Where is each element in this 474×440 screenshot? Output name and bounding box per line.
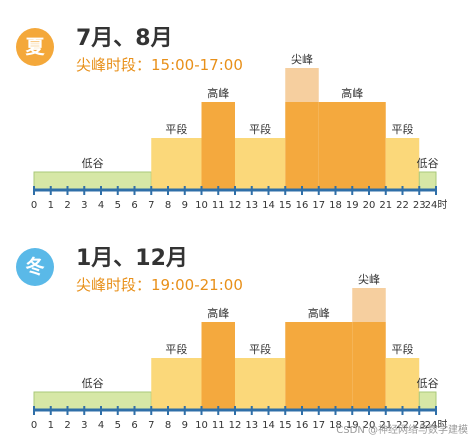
bar-label-1: 平段 xyxy=(165,122,187,136)
x-tick-label-3: 3 xyxy=(81,200,87,211)
x-tick-label-19: 19 xyxy=(346,420,359,431)
bar-label-5: 高峰 xyxy=(341,86,363,100)
bar-label-6: 平段 xyxy=(392,122,414,136)
bar-segment-1 xyxy=(151,138,202,190)
x-tick-label-17: 17 xyxy=(312,200,325,211)
x-tick-label-7: 7 xyxy=(148,200,154,211)
x-tick-label-6: 6 xyxy=(131,420,137,431)
bar-label-0: 低谷 xyxy=(82,377,104,390)
x-tick-label-11: 11 xyxy=(212,420,225,431)
winter-months-title: 1月、12月 xyxy=(76,246,188,271)
x-tick-label-11: 11 xyxy=(212,200,225,211)
watermark: CSDN @神经网络与数学建模 xyxy=(336,425,468,436)
bar-segment-6 xyxy=(385,138,420,190)
x-tick-label-13: 13 xyxy=(245,420,258,431)
x-tick-label-0: 0 xyxy=(31,420,37,431)
x-tick-label-9: 9 xyxy=(182,420,188,431)
x-tick-label-23: 23 xyxy=(413,420,426,431)
bar-segment-4 xyxy=(285,322,353,410)
bar-segment-7 xyxy=(418,171,437,191)
x-tick-label-13: 13 xyxy=(245,200,258,211)
bar-label-6: 平段 xyxy=(392,342,414,356)
summer-months-title: 7月、8月 xyxy=(76,26,173,51)
x-tick-label-4: 4 xyxy=(98,420,104,431)
bar-label-2: 高峰 xyxy=(207,306,229,320)
bar-label-7: 低谷 xyxy=(417,377,439,390)
bar-segment-3 xyxy=(235,138,286,190)
x-tick-label-0: 0 xyxy=(31,200,37,211)
x-tick-label-17: 17 xyxy=(312,420,325,431)
x-tick-label-10: 10 xyxy=(195,200,208,211)
bar-segment-7 xyxy=(418,391,437,411)
summer-panel: 夏 7月、8月 尖峰时段：15:00-17:00 低谷 平段 高峰平段 尖峰高峰平段低… xyxy=(16,26,448,211)
x-tick-label-16: 16 xyxy=(296,420,309,431)
bar-segment-6 xyxy=(385,358,420,410)
x-tick-label-7: 7 xyxy=(148,420,154,431)
winter-badge: 冬 xyxy=(16,248,54,286)
bar-label-4: 尖峰 xyxy=(291,53,313,66)
bar-label-1: 平段 xyxy=(165,342,187,356)
x-tick-label-23: 23 xyxy=(413,200,426,211)
x-tick-label-4: 4 xyxy=(98,200,104,211)
winter-peak-period-label: 尖峰时段：19:00-21:00 xyxy=(76,276,243,294)
bar-label-5: 尖峰 xyxy=(358,273,380,286)
x-tick-label-14: 14 xyxy=(262,200,275,211)
x-tick-label-15: 15 xyxy=(279,420,292,431)
bar-segment-3 xyxy=(235,358,286,410)
bar-segment-2 xyxy=(201,322,235,410)
bar-segment-4-peak-cap xyxy=(285,68,319,102)
x-tick-label-20: 20 xyxy=(363,420,376,431)
x-tick-label-5: 5 xyxy=(115,200,121,211)
x-tick-label-3: 3 xyxy=(81,420,87,431)
bar-segment-2 xyxy=(201,102,235,190)
bar-segment-5 xyxy=(318,102,386,190)
bar-segment-5 xyxy=(352,322,386,410)
summer-badge: 夏 xyxy=(16,28,54,66)
x-tick-label-8: 8 xyxy=(165,420,171,431)
bar-segment-5-peak-cap xyxy=(352,288,386,322)
bar-label-3: 平段 xyxy=(249,122,271,136)
bar-label-7: 低谷 xyxy=(417,157,439,170)
x-tick-label-21: 21 xyxy=(379,200,392,211)
x-tick-label-12: 12 xyxy=(229,200,242,211)
x-tick-label-24: 24时 xyxy=(425,199,448,211)
x-tick-label-22: 22 xyxy=(396,420,409,431)
x-tick-label-21: 21 xyxy=(379,420,392,431)
x-tick-label-14: 14 xyxy=(262,420,275,431)
x-tick-label-16: 16 xyxy=(296,200,309,211)
x-tick-label-1: 1 xyxy=(48,200,54,211)
x-tick-label-9: 9 xyxy=(182,200,188,211)
x-tick-label-19: 19 xyxy=(346,200,359,211)
x-tick-label-6: 6 xyxy=(131,200,137,211)
bar-segment-1 xyxy=(151,358,202,410)
x-tick-label-24: 24时 xyxy=(425,419,448,431)
bar-segment-4 xyxy=(285,102,319,190)
x-tick-label-2: 2 xyxy=(64,200,70,211)
summer-peak-period-label: 尖峰时段：15:00-17:00 xyxy=(76,56,243,74)
x-tick-label-20: 20 xyxy=(363,200,376,211)
x-tick-label-10: 10 xyxy=(195,420,208,431)
x-tick-label-5: 5 xyxy=(115,420,121,431)
x-tick-label-12: 12 xyxy=(229,420,242,431)
x-tick-label-15: 15 xyxy=(279,200,292,211)
x-tick-label-22: 22 xyxy=(396,200,409,211)
winter-panel: 冬 1月、12月 尖峰时段：19:00-21:00 低谷 平段 高峰平段 高峰 尖峰平段… xyxy=(0,220,474,440)
x-tick-label-18: 18 xyxy=(329,200,342,211)
bar-label-0: 低谷 xyxy=(82,157,104,170)
bar-label-4: 高峰 xyxy=(308,306,330,320)
x-tick-label-18: 18 xyxy=(329,420,342,431)
x-tick-label-1: 1 xyxy=(48,420,54,431)
x-tick-label-2: 2 xyxy=(64,420,70,431)
bar-label-3: 平段 xyxy=(249,342,271,356)
x-tick-label-8: 8 xyxy=(165,200,171,211)
bar-label-2: 高峰 xyxy=(207,86,229,100)
